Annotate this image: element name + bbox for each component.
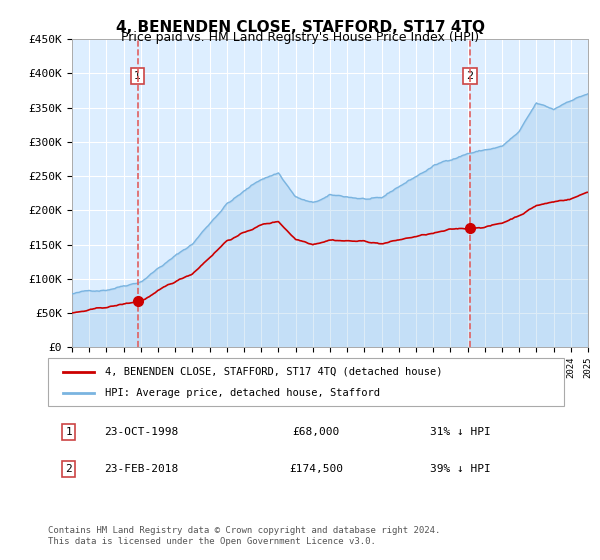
Text: HPI: Average price, detached house, Stafford: HPI: Average price, detached house, Staf… [105,388,380,398]
Text: 1: 1 [134,71,141,81]
Text: 31% ↓ HPI: 31% ↓ HPI [430,427,491,437]
Text: 2: 2 [65,464,72,474]
Text: 39% ↓ HPI: 39% ↓ HPI [430,464,491,474]
Text: 4, BENENDEN CLOSE, STAFFORD, ST17 4TQ (detached house): 4, BENENDEN CLOSE, STAFFORD, ST17 4TQ (d… [105,367,442,377]
Text: Contains HM Land Registry data © Crown copyright and database right 2024.
This d: Contains HM Land Registry data © Crown c… [48,526,440,546]
FancyBboxPatch shape [48,358,564,406]
Text: Price paid vs. HM Land Registry's House Price Index (HPI): Price paid vs. HM Land Registry's House … [121,31,479,44]
Text: 23-OCT-1998: 23-OCT-1998 [104,427,178,437]
Text: 4, BENENDEN CLOSE, STAFFORD, ST17 4TQ: 4, BENENDEN CLOSE, STAFFORD, ST17 4TQ [115,20,485,35]
Text: 23-FEB-2018: 23-FEB-2018 [104,464,178,474]
Text: 2: 2 [466,71,473,81]
Text: £68,000: £68,000 [293,427,340,437]
Text: £174,500: £174,500 [289,464,343,474]
Text: 1: 1 [65,427,72,437]
